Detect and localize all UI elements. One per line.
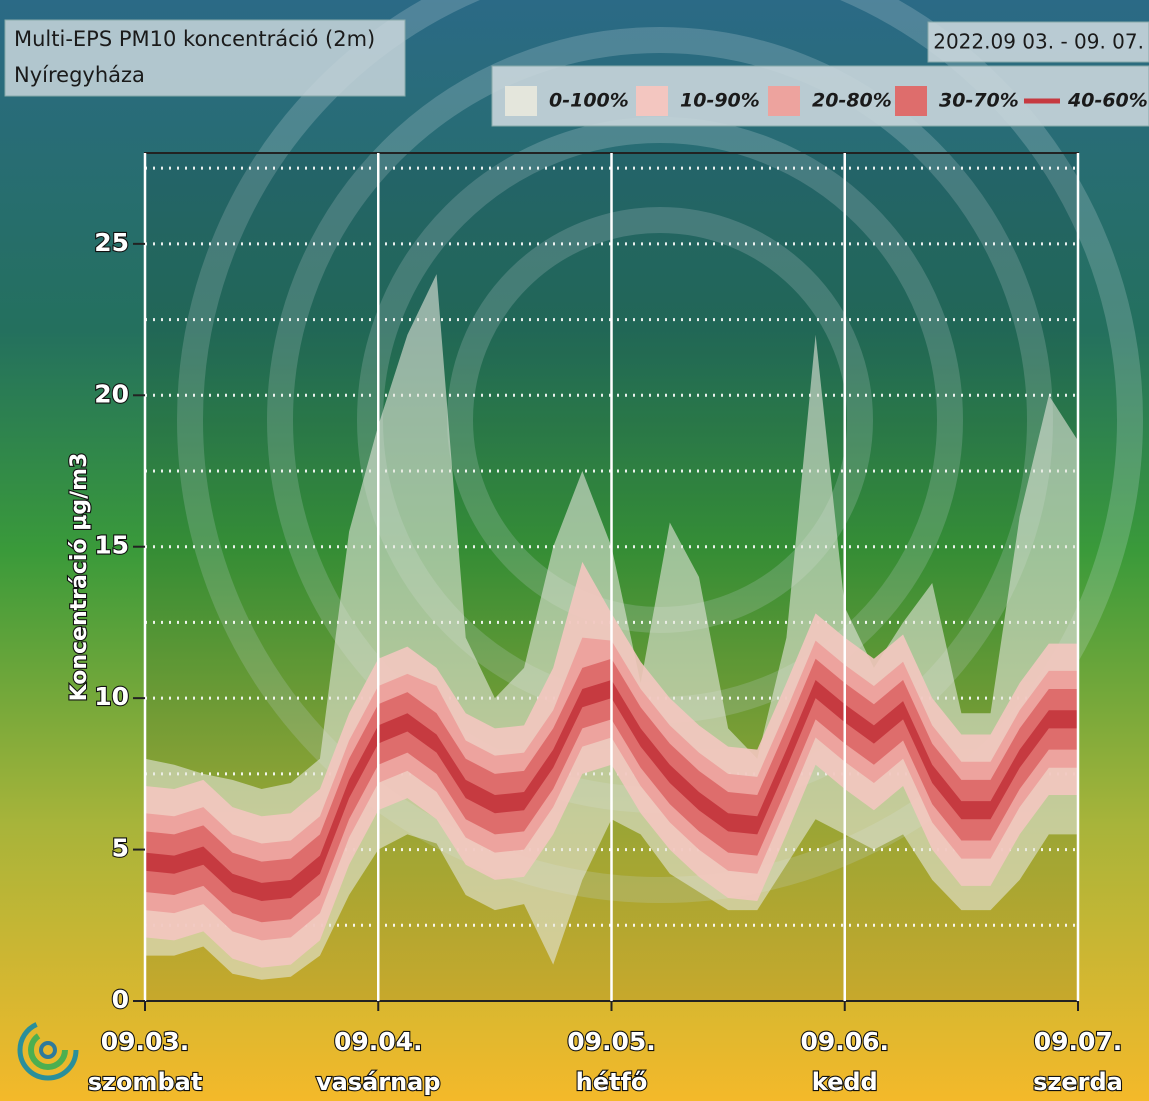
y-tick-label: 20 (94, 379, 129, 408)
x-tick-label: 09.06. (800, 1027, 889, 1056)
date-range: 2022.09 03. - 09. 07. (933, 30, 1144, 54)
chart-title: Multi-EPS PM10 koncentráció (2m) (14, 27, 375, 51)
title-box (4, 19, 406, 97)
x-tick-label: 09.07. (1034, 1027, 1123, 1056)
x-tick-label: 09.03. (101, 1027, 190, 1056)
x-tick-label: 09.05. (567, 1027, 656, 1056)
vertical-grid (143, 153, 1080, 1001)
legend-label: 10-90% (680, 90, 760, 112)
x-tick-day: kedd (812, 1068, 878, 1096)
legend-label: 20-80% (812, 90, 892, 112)
legend-swatch (505, 86, 537, 116)
legend-swatch (895, 86, 927, 116)
legend-label: 30-70% (939, 90, 1019, 112)
x-tick-day: szerda (1033, 1068, 1123, 1096)
x-tick-day: vasárnap (316, 1068, 441, 1096)
legend: 0-100% 10-90% 20-80% 30-70% 40-60% (505, 86, 1148, 116)
x-tick-label: 09.04. (334, 1027, 423, 1056)
legend-swatch (768, 86, 800, 116)
legend-swatch (636, 86, 668, 116)
x-tick-day: szombat (88, 1068, 203, 1096)
chart-subtitle: Nyíregyháza (14, 63, 145, 87)
y-tick-label: 15 (94, 531, 129, 560)
legend-label: 0-100% (549, 90, 629, 112)
logo (17, 1019, 79, 1081)
y-tick-label: 25 (94, 228, 129, 257)
x-tick-day: hétfő (576, 1068, 648, 1096)
date-box (927, 21, 1149, 63)
y-tick-label: 10 (94, 682, 129, 711)
y-axis-label: Koncentráció µg/m3 (67, 453, 92, 702)
y-tick-label: 5 (112, 834, 129, 863)
y-tick-label: 0 (112, 985, 129, 1014)
legend-label: 40-60% (1067, 90, 1148, 112)
legend-box (491, 65, 1149, 127)
